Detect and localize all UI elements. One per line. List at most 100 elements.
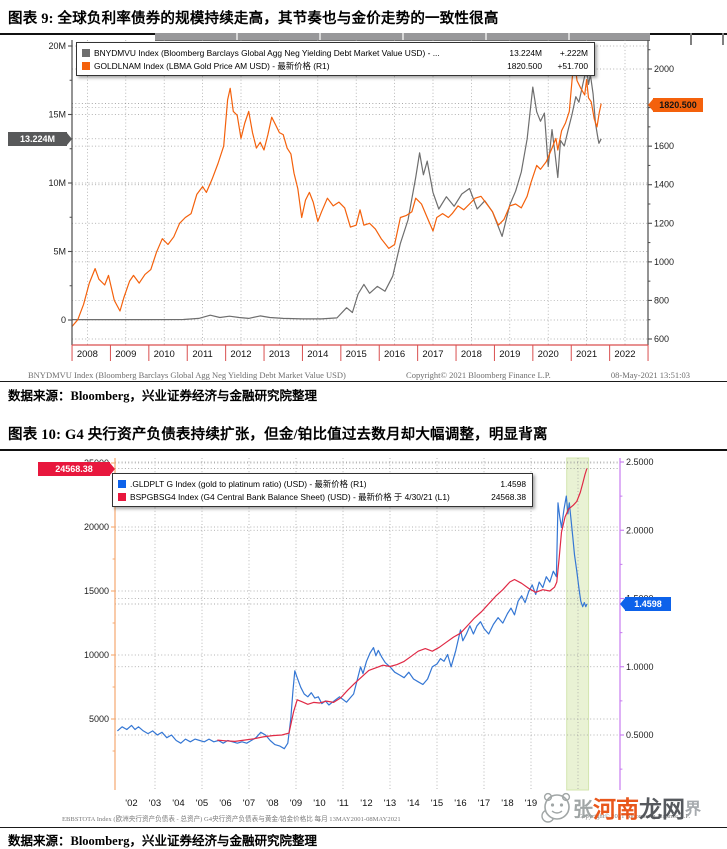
x-axis-label: '15: [431, 798, 443, 809]
axis-tick-label: 1600: [654, 141, 674, 151]
axis-tick-label: 1400: [654, 180, 674, 190]
x-axis-label: 2015: [346, 349, 367, 360]
x-axis-label: '19: [525, 798, 537, 809]
axis-tick-label: 2000: [654, 64, 674, 74]
x-axis-label: '08: [266, 798, 278, 809]
axis-tick-label: 600: [654, 334, 669, 344]
legend-row-bspgbsg4: BSPGBSG4 Index (G4 Central Bank Balance …: [118, 490, 526, 503]
x-axis-label: '05: [196, 798, 208, 809]
screen-crop-tick: [690, 33, 692, 45]
x-axis-label: '03: [149, 798, 161, 809]
legend-row-bnydmvu: BNYDMVU Index (Bloomberg Barclays Global…: [82, 46, 588, 59]
x-axis-label: '11: [337, 798, 349, 809]
legend-change: +.222M: [559, 47, 588, 58]
axis-tick-label: 0: [61, 315, 66, 325]
divider-line: [0, 827, 727, 828]
series-goldlnam: [71, 57, 602, 327]
axis-tick-label: 1.0000: [626, 662, 654, 672]
figure9-legend: BNYDMVU Index (Bloomberg Barclays Global…: [76, 42, 595, 76]
series-bspgbsg4: [217, 468, 588, 743]
series-swatch-orange: [82, 61, 90, 70]
x-axis-label: '07: [243, 798, 255, 809]
legend-value: 13.224M: [509, 47, 542, 58]
x-axis-label: 2010: [154, 349, 175, 360]
x-axis-label: '02: [125, 798, 137, 809]
x-axis-label: 2016: [384, 349, 405, 360]
x-axis-label: 2014: [307, 349, 328, 360]
x-axis-label: '04: [172, 798, 184, 809]
axis-tick-label: 10M: [48, 178, 66, 188]
x-axis-label: 2008: [77, 349, 98, 360]
x-axis-label: 2011: [192, 349, 212, 360]
watermark-brand-2: 龙网: [639, 796, 685, 822]
figure9-chart-canvas: 20M15M10M5M02000180016001400120010008006…: [48, 40, 674, 361]
axis-tick-label: 800: [654, 295, 669, 305]
x-axis-label: '18: [501, 798, 513, 809]
x-axis-label: 2022: [614, 349, 635, 360]
axis-tick-label: 15M: [48, 110, 66, 120]
legend-change: +51.700: [557, 60, 588, 71]
axis-tick-label: 20M: [48, 41, 66, 51]
figure10-left-value-tag: 24568.38: [38, 462, 115, 476]
figure9-bloomberg-footer: BNYDMVU Index (Bloomberg Barclays Global…: [28, 370, 690, 380]
footer-index-name: EBBSTOTA Index (欧洲央行资产负债表 - 总资产) G4央行资产负…: [62, 816, 401, 823]
axis-tick-label: 1000: [654, 257, 674, 267]
figure9-source-note: 数据来源：Bloomberg，兴业证券经济与金融研究院整理: [8, 389, 318, 403]
x-axis-label: 2013: [269, 349, 290, 360]
legend-value: 1820.500: [507, 60, 542, 71]
series-swatch-red: [118, 492, 126, 501]
axis-tick-label: 2.5000: [626, 457, 654, 467]
site-watermark: 张 河南 龙网 界: [538, 782, 726, 832]
x-axis-label: 2019: [499, 349, 520, 360]
x-axis-label: 2018: [461, 349, 482, 360]
figure10-title: 图表 10: G4 央行资产负债表持续扩张，但金/铂比值过去数月却大幅调整，明显…: [0, 423, 727, 451]
screen-crop-tick: [722, 33, 724, 45]
watermark-suffix: 界: [685, 801, 702, 818]
figure9-right-value-tag: 1820.500: [648, 98, 703, 112]
legend-label: .GLDPLT G Index (gold to platinum ratio)…: [130, 478, 367, 489]
divider-line: [0, 381, 727, 382]
figure10-right-value-tag: 1.4598: [620, 597, 671, 611]
watermark-prefix: 张: [573, 798, 593, 821]
figure10-bloomberg-footer: EBBSTOTA Index (欧洲央行资产负债表 - 总资产) G4央行资产负…: [62, 813, 690, 823]
figure10-source-note: 数据来源：Bloomberg，兴业证券经济与金融研究院整理: [8, 834, 318, 848]
axis-tick-label: 1200: [654, 218, 674, 228]
axis-tick-label: 0.5000: [626, 730, 654, 740]
axis-tick-label: 20000: [84, 522, 109, 532]
legend-label: BSPGBSG4 Index (G4 Central Bank Balance …: [130, 491, 450, 502]
legend-label: BNYDMVU Index (Bloomberg Barclays Global…: [94, 47, 440, 58]
figure9-left-value-tag: 13.224M: [8, 132, 72, 146]
series-gldplt: [117, 495, 588, 750]
axis-tick-label: 5M: [53, 247, 66, 257]
axis-tick-label: 10000: [84, 650, 109, 660]
footer-copyright: Copyright© 2021 Bloomberg Finance L.P.: [406, 370, 551, 380]
highlight-band: [566, 457, 590, 791]
x-axis-label: '17: [478, 798, 490, 809]
panda-face-icon: [541, 792, 571, 823]
x-axis-label: 2020: [538, 349, 559, 360]
footer-index-name: BNYDMVU Index (Bloomberg Barclays Global…: [28, 370, 346, 380]
x-axis-label: 2012: [230, 349, 251, 360]
figure10-legend: .GLDPLT G Index (gold to platinum ratio)…: [112, 473, 533, 507]
axis-tick-label: 15000: [84, 586, 109, 596]
legend-row-gldplt: .GLDPLT G Index (gold to platinum ratio)…: [118, 477, 526, 490]
footer-timestamp: 08-May-2021 13:51:03: [610, 370, 690, 380]
x-axis-label: 2017: [422, 349, 443, 360]
series-swatch-blue: [118, 479, 126, 488]
legend-label: GOLDLNAM Index (LBMA Gold Price AM USD) …: [94, 60, 330, 71]
series-swatch-gray: [82, 48, 90, 57]
axis-tick-label: 2.0000: [626, 525, 654, 535]
x-axis-label: '13: [384, 798, 396, 809]
series-bnydmvu: [72, 67, 602, 321]
axis-tick-label: 5000: [89, 714, 109, 724]
footer-copyright: Copyright© 2021 Bloomberg Finance L.P.: [577, 813, 690, 820]
x-axis-label: '14: [407, 798, 419, 809]
x-axis-label: 2009: [115, 349, 136, 360]
x-axis-label: 2021: [576, 349, 597, 360]
legend-row-goldlnam: GOLDLNAM Index (LBMA Gold Price AM USD) …: [82, 59, 588, 72]
watermark-brand-1: 河南: [593, 796, 639, 822]
x-axis-label: '06: [219, 798, 231, 809]
x-axis-label: '16: [454, 798, 466, 809]
legend-value: 24568.38: [491, 491, 526, 502]
